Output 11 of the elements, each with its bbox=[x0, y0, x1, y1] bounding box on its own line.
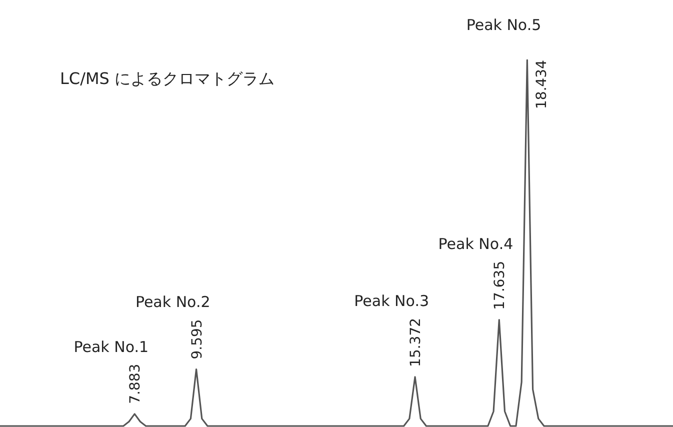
annotation: 7.883 bbox=[128, 364, 144, 404]
annotation: 15.372 bbox=[408, 318, 424, 367]
text: Peak No.5 bbox=[466, 16, 542, 34]
annotation: 17.635 bbox=[492, 260, 508, 310]
annotation: Peak No.3 bbox=[354, 292, 430, 310]
annotation: Peak No.4 bbox=[438, 234, 514, 253]
text: LC/MS によるクロマトグラム bbox=[60, 69, 275, 88]
annotation: 18.434 bbox=[534, 60, 550, 109]
annotation: Peak No.1 bbox=[74, 338, 149, 356]
annotation: Peak No.2 bbox=[135, 293, 210, 312]
annotation: 9.595 bbox=[189, 319, 206, 360]
